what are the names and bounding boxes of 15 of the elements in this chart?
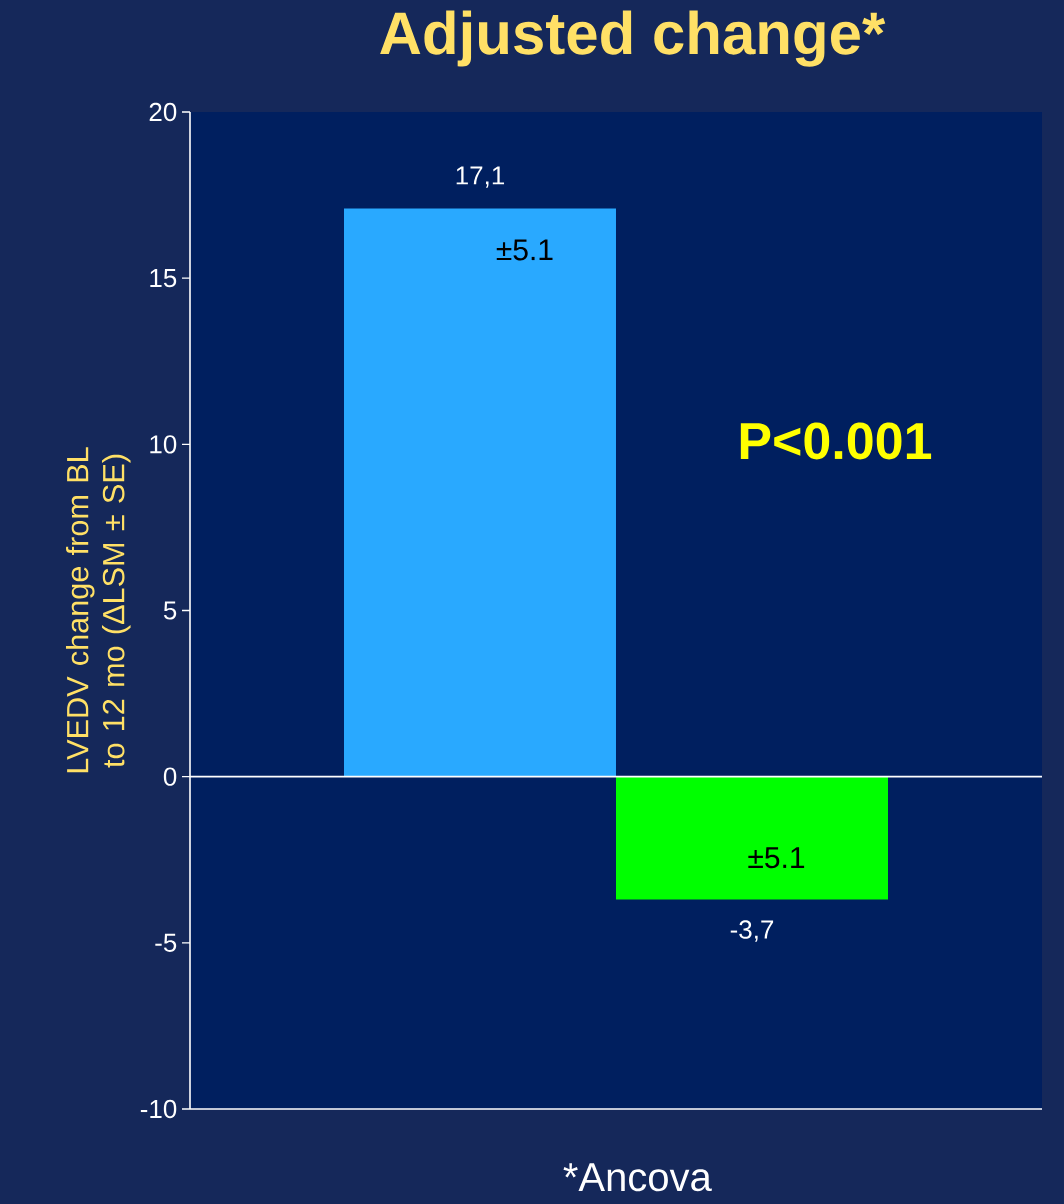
annotation: ±5.1 (748, 847, 805, 869)
annotation: ±5.1 (496, 239, 553, 261)
chart-title: Adjusted change* (380, 10, 886, 67)
y-tick-label: 20 (149, 102, 177, 122)
y-tick-label: 10 (150, 435, 177, 454)
y-tick-label: -5 (155, 933, 177, 952)
data-label: 17,1 (456, 166, 505, 188)
y-tick-label: -10 (140, 1099, 177, 1119)
y-axis-title: LVEDV change from BL to 12 mo (ΔLSM ± SE) (65, 447, 131, 773)
data-label: -3,7 (730, 920, 774, 942)
y-tick-label: 5 (163, 601, 177, 620)
y-tick-label: 15 (150, 269, 177, 288)
annotation: P<0.001 (740, 422, 932, 460)
y-tick-label: 0 (163, 767, 177, 786)
text: *Ancova (563, 1163, 712, 1192)
